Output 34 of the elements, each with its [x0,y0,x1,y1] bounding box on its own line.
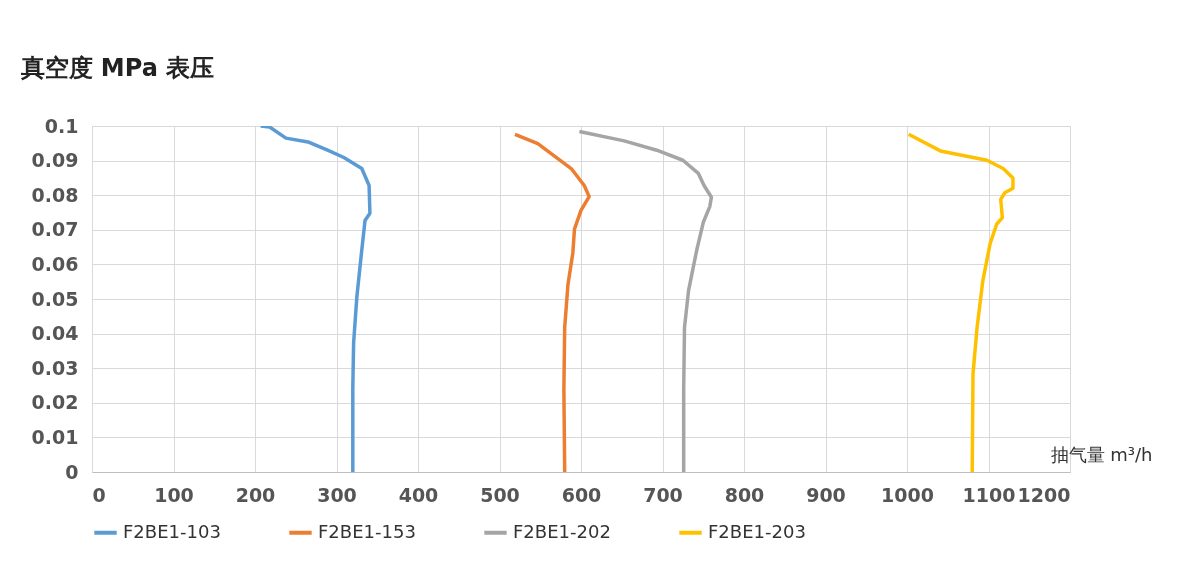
y-axis-title: 真空度 MPa 表压 [19,53,215,82]
y-tick-label: 0.06 [31,252,79,275]
x-tick-label: 400 [398,483,439,506]
x-tick-label: 300 [317,483,357,506]
x-tick-label: 1200 [1017,483,1071,506]
y-tick-label: 0.08 [31,183,79,206]
x-tick-label: 800 [724,483,765,506]
x-tick-label: 700 [643,483,683,506]
y-tick-label: 0 [65,460,79,483]
y-tick-label: 0.1 [44,114,79,137]
legend-label: F2BE1-202 [513,520,611,542]
legend-label: F2BE1-153 [318,520,416,542]
x-tick-label: 900 [806,483,846,506]
line-series [513,132,591,472]
x-tick-label: 100 [154,483,194,506]
y-tick-label: 0.02 [31,391,79,414]
x-tick-label: 1100 [962,483,1016,506]
line-series [906,132,1015,472]
x-tick-label: 0 [92,483,106,506]
line-series [258,126,372,472]
x-tick-label: 600 [561,483,602,506]
y-tick-label: 0.09 [31,149,79,172]
legend-label: F2BE1-103 [123,520,221,542]
line-series [577,129,714,472]
y-tick-label: 0.01 [31,425,79,448]
y-tick-label: 0.04 [31,322,79,345]
x-tick-label: 1000 [881,483,934,506]
y-tick-label: 0.03 [31,356,79,379]
y-tick-label: 0.07 [31,218,79,241]
legend-label: F2BE1-203 [708,520,806,542]
x-tick-label: 200 [235,483,276,506]
x-tick-label: 500 [480,483,520,506]
x-axis-title: 抽气量 m³/h [1050,443,1153,465]
y-tick-label: 0.05 [31,287,79,310]
